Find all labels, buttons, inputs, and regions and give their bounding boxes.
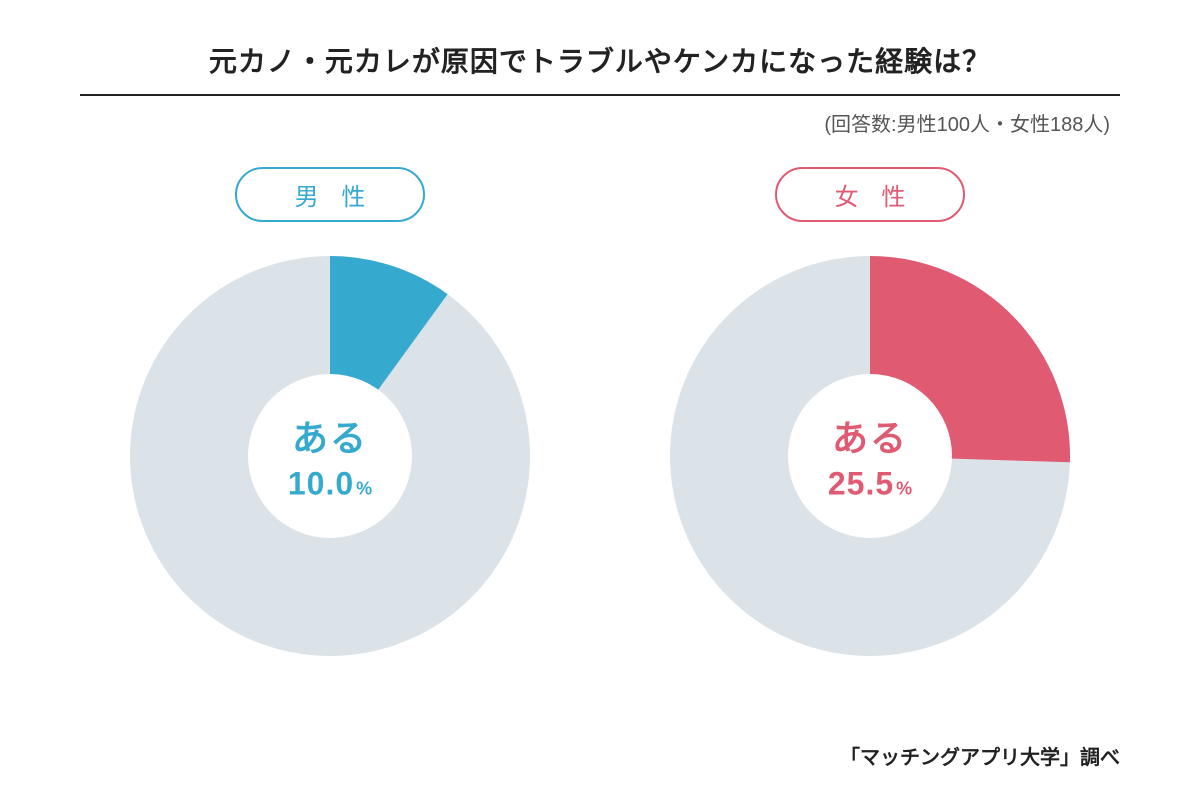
female-center-value-row: 25.5 %: [828, 466, 912, 503]
source-attribution: 「マッチングアプリ大学」調べ: [840, 741, 1120, 770]
chart-title: 元カノ・元カレが原因でトラブルやケンカになった経験は？: [80, 40, 1120, 96]
male-center-value: 10.0: [288, 466, 354, 503]
male-donut: ある 10.0 %: [120, 246, 540, 666]
male-chart-block: 男 性 ある 10.0 %: [100, 167, 560, 666]
female-center-label: ある 25.5 %: [828, 410, 912, 503]
male-center-label: ある 10.0 %: [288, 410, 372, 503]
female-center-text: ある: [828, 410, 912, 462]
response-count-note: (回答数:男性100人・女性188人): [80, 108, 1120, 137]
male-center-unit: %: [356, 479, 372, 500]
female-donut: ある 25.5 %: [660, 246, 1080, 666]
female-center-value: 25.5: [828, 466, 894, 503]
female-chart-block: 女 性 ある 25.5 %: [640, 167, 1100, 666]
chart-container: 元カノ・元カレが原因でトラブルやケンカになった経験は？ (回答数:男性100人・…: [0, 0, 1200, 696]
male-badge: 男 性: [235, 167, 426, 222]
charts-row: 男 性 ある 10.0 % 女 性 ある 25.5: [80, 167, 1120, 666]
male-center-text: ある: [288, 410, 372, 462]
female-center-unit: %: [896, 479, 912, 500]
female-badge: 女 性: [775, 167, 966, 222]
male-center-value-row: 10.0 %: [288, 466, 372, 503]
